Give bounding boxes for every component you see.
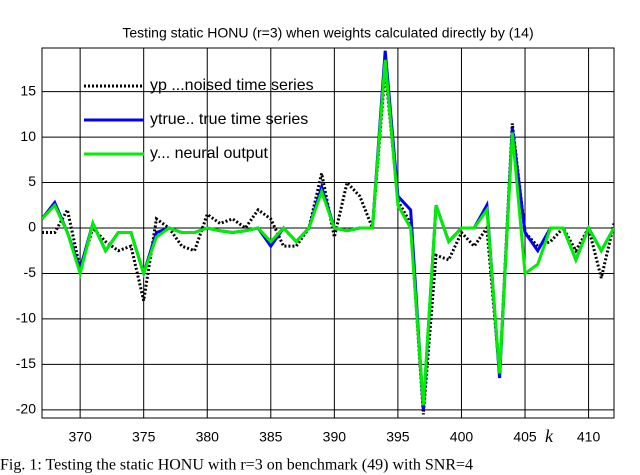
x-tick-label: 370 [68, 429, 92, 445]
plot-lines [42, 50, 614, 415]
x-tick-label: 410 [577, 429, 601, 445]
x-tick-label: 385 [259, 429, 283, 445]
plot-area [42, 48, 614, 418]
x-axis-label: k [545, 426, 554, 446]
x-tick-label: 375 [132, 429, 156, 445]
x-tick-label: 395 [386, 429, 410, 445]
x-tick-label: 380 [196, 429, 220, 445]
chart-title: Testing static HONU (r=3) when weights c… [122, 25, 533, 41]
y-tick-label: 10 [20, 128, 36, 144]
legend-label: y... neural output [150, 145, 269, 162]
caption: Fig. 1: Testing the static HONU with r=3… [0, 457, 473, 474]
legend-label: ytrue.. true time series [150, 111, 308, 128]
y-tick-label: -10 [16, 310, 36, 326]
y-tick-label: -20 [16, 401, 36, 417]
x-tick-label: 390 [323, 429, 347, 445]
x-tick-label: 405 [513, 429, 537, 445]
y-tick-label: 15 [20, 82, 36, 98]
legend-label: yp ...noised time series [150, 77, 314, 94]
y-tick-label: 0 [28, 219, 36, 235]
series-line [42, 59, 614, 406]
y-tick-label: 5 [28, 173, 36, 189]
y-tick-label: -5 [24, 264, 37, 280]
y-tick-label: -15 [16, 355, 36, 371]
x-tick-label: 400 [450, 429, 474, 445]
